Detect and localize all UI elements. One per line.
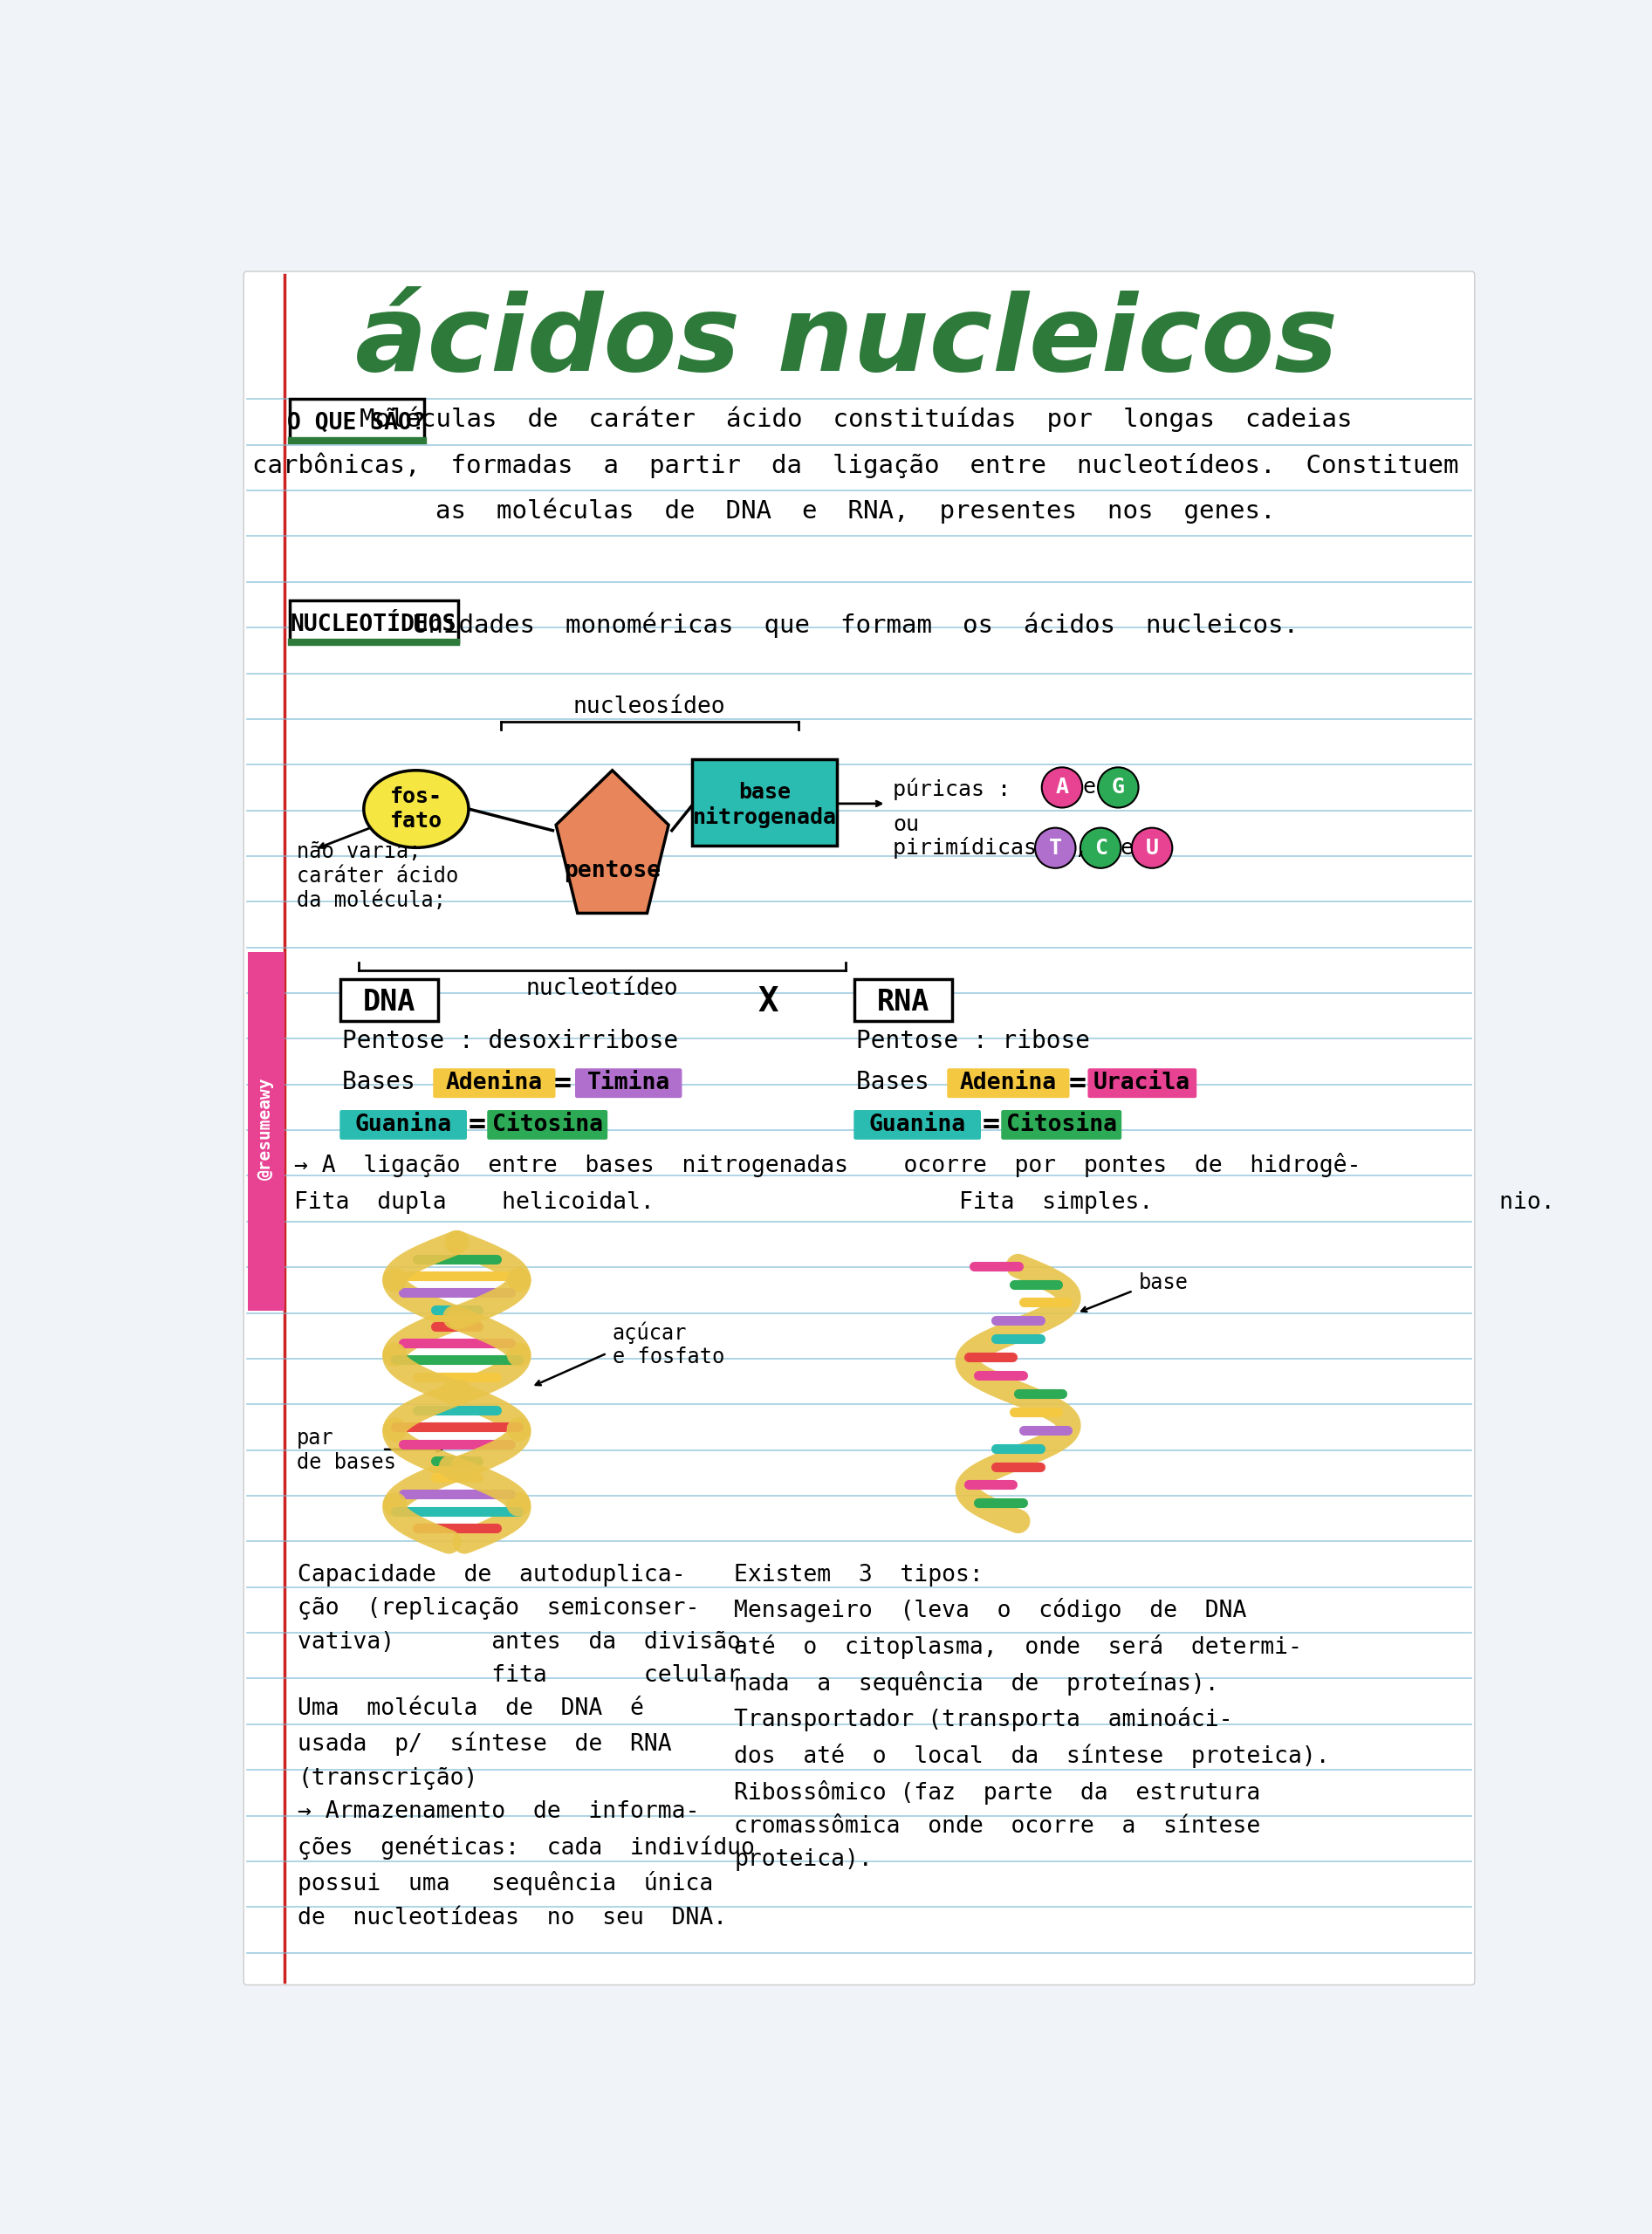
- FancyBboxPatch shape: [947, 1068, 1069, 1097]
- Ellipse shape: [363, 771, 469, 847]
- Text: ácidos nucleicos: ácidos nucleicos: [355, 290, 1338, 393]
- FancyBboxPatch shape: [340, 1110, 468, 1139]
- Text: RNA: RNA: [877, 987, 930, 1016]
- FancyBboxPatch shape: [340, 978, 438, 1021]
- Text: =: =: [468, 1110, 486, 1139]
- Text: nucleosídeo: nucleosídeo: [573, 695, 725, 717]
- FancyBboxPatch shape: [1087, 1068, 1196, 1097]
- FancyBboxPatch shape: [289, 400, 425, 440]
- Text: @resumeawy: @resumeawy: [258, 1077, 274, 1180]
- Text: =: =: [983, 1110, 999, 1139]
- FancyBboxPatch shape: [854, 978, 952, 1021]
- Text: G: G: [1112, 777, 1125, 798]
- FancyBboxPatch shape: [248, 952, 284, 1311]
- Circle shape: [1132, 829, 1173, 869]
- Text: Timina: Timina: [586, 1072, 671, 1095]
- Text: e: e: [1082, 777, 1095, 798]
- Circle shape: [1036, 829, 1075, 869]
- Circle shape: [1080, 829, 1122, 869]
- Text: Capacidade  de  autoduplica-
ção  (replicação  semiconser-
vativa)       antes  : Capacidade de autoduplica- ção (replicaç…: [297, 1564, 755, 1930]
- Text: ,: ,: [1074, 838, 1087, 858]
- Circle shape: [1099, 766, 1138, 809]
- Text: =: =: [1069, 1068, 1087, 1097]
- Text: Moléculas  de  caráter  ácido  constituídas  por  longas  cadeias: Moléculas de caráter ácido constituídas …: [360, 407, 1351, 431]
- Text: A: A: [1056, 777, 1069, 798]
- Circle shape: [1042, 766, 1082, 809]
- FancyBboxPatch shape: [692, 760, 838, 847]
- Text: Unidades  monoméricas  que  formam  os  ácidos  nucleicos.: Unidades monoméricas que formam os ácido…: [413, 612, 1298, 637]
- Text: Pentose : ribose: Pentose : ribose: [856, 1028, 1090, 1052]
- FancyBboxPatch shape: [575, 1068, 682, 1097]
- Text: Bases :: Bases :: [856, 1070, 958, 1095]
- Text: base: base: [1138, 1271, 1188, 1293]
- FancyBboxPatch shape: [854, 1110, 981, 1139]
- Text: nucleotídeo: nucleotídeo: [525, 978, 679, 1001]
- Text: Guanina: Guanina: [355, 1113, 451, 1137]
- Text: Adenina: Adenina: [446, 1072, 542, 1095]
- FancyBboxPatch shape: [244, 273, 1475, 1984]
- Text: NUCLEOTÍDEOS: NUCLEOTÍDEOS: [291, 614, 456, 637]
- FancyBboxPatch shape: [487, 1110, 608, 1139]
- Text: Pentose : desoxirribose: Pentose : desoxirribose: [342, 1028, 677, 1052]
- Polygon shape: [557, 771, 669, 914]
- Text: X: X: [758, 985, 778, 1019]
- Text: Citosina: Citosina: [492, 1113, 603, 1137]
- Text: e: e: [1120, 838, 1133, 858]
- Text: não varia;
caráter ácido
da molécula;: não varia; caráter ácido da molécula;: [296, 842, 458, 911]
- Text: Guanina: Guanina: [869, 1113, 966, 1137]
- FancyBboxPatch shape: [1001, 1110, 1122, 1139]
- Text: C: C: [1094, 838, 1107, 858]
- Text: Bases :: Bases :: [342, 1070, 444, 1095]
- Text: par
de bases: par de bases: [296, 1428, 396, 1472]
- Text: pirimídicas :: pirimídicas :: [894, 838, 1064, 858]
- Text: O QUE SÃO?: O QUE SÃO?: [287, 411, 426, 436]
- Text: =: =: [553, 1068, 572, 1097]
- FancyBboxPatch shape: [433, 1068, 555, 1097]
- Text: as  moléculas  de  DNA  e  RNA,  presentes  nos  genes.: as moléculas de DNA e RNA, presentes nos…: [436, 498, 1275, 523]
- Text: Uracila: Uracila: [1094, 1072, 1191, 1095]
- Text: carbônicas,  formadas  a  partir  da  ligação  entre  nucleotídeos.  Constituem: carbônicas, formadas a partir da ligação…: [253, 451, 1459, 478]
- Text: → A  ligação  entre  bases  nitrogenadas    ocorre  por  pontes  de  hidrogê-: → A ligação entre bases nitrogenadas oco…: [294, 1153, 1361, 1177]
- Text: DNA: DNA: [363, 987, 415, 1016]
- Text: fos-
fato: fos- fato: [390, 786, 443, 831]
- Text: U: U: [1145, 838, 1158, 858]
- Text: T: T: [1049, 838, 1062, 858]
- Text: açúcar
e fosfato: açúcar e fosfato: [613, 1320, 724, 1367]
- Text: base
nitrogenada: base nitrogenada: [692, 782, 836, 829]
- Text: Fita  dupla    helicoidal.                      Fita  simples.                  : Fita dupla helicoidal. Fita simples.: [294, 1191, 1555, 1213]
- Text: Citosina: Citosina: [1006, 1113, 1117, 1137]
- Text: ou: ou: [894, 813, 919, 836]
- Text: pentose: pentose: [563, 860, 661, 882]
- Text: púricas :: púricas :: [894, 777, 1011, 800]
- Text: Adenina: Adenina: [960, 1072, 1056, 1095]
- Text: Existem  3  tipos:
Mensageiro  (leva  o  código  de  DNA
até  o  citoplasma,  on: Existem 3 tipos: Mensageiro (leva o códi…: [733, 1564, 1330, 1872]
- FancyBboxPatch shape: [289, 601, 458, 643]
